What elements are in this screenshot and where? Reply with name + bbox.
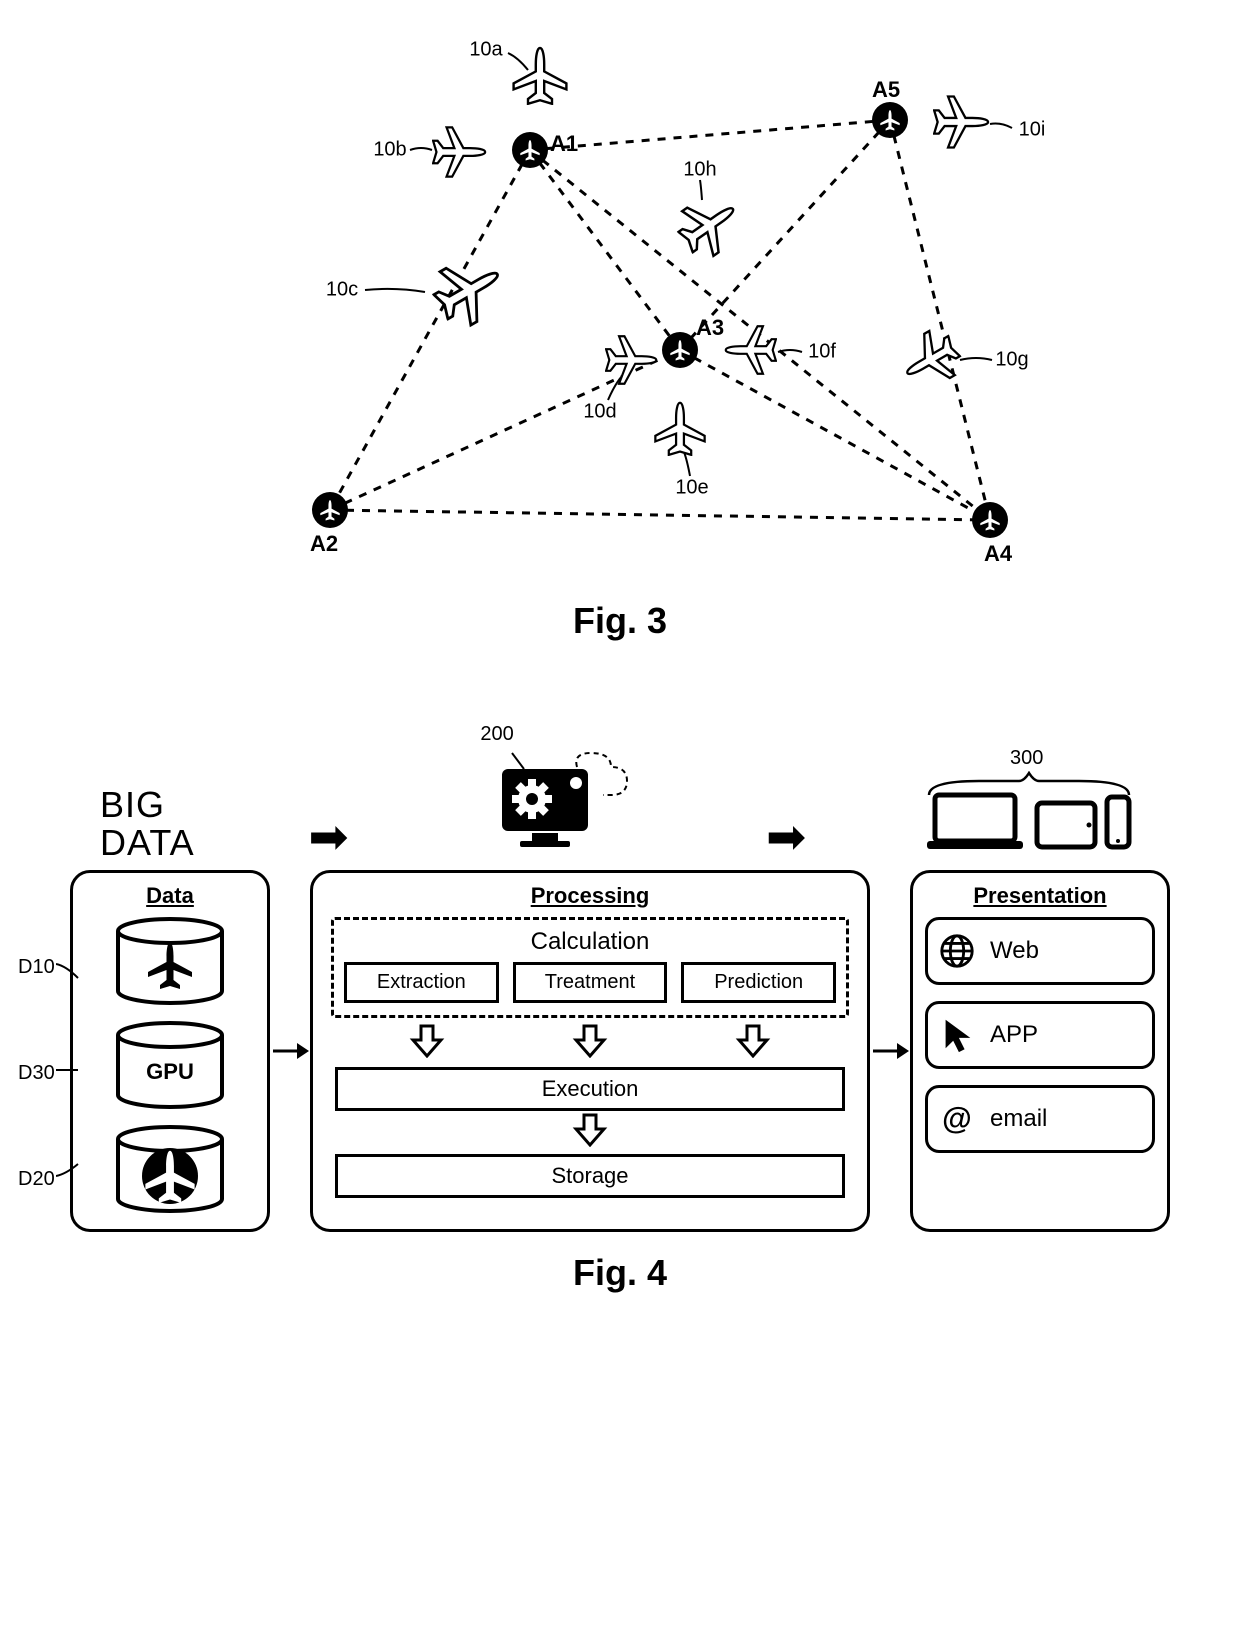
aircraft-ref-label: 10d xyxy=(583,401,616,424)
presentation-item: Web xyxy=(925,917,1155,985)
data-cylinder: GPU xyxy=(115,1021,225,1111)
data-cylinder-content xyxy=(115,917,225,1007)
connector-arrow-icon xyxy=(270,870,310,1232)
aircraft-icon xyxy=(432,124,488,180)
ref-leaders xyxy=(56,940,84,1200)
processing-panel-title: Processing xyxy=(325,883,855,909)
processing-panel: Processing Calculation Extraction Treatme… xyxy=(310,870,870,1232)
data-cylinder-content xyxy=(115,1125,225,1215)
processing-server-icon: 200 xyxy=(462,747,652,862)
ref-d30: D30 xyxy=(18,1062,55,1085)
hollow-arrows-row xyxy=(345,1024,835,1063)
airport-label: A1 xyxy=(550,131,578,157)
data-cylinder-content: GPU xyxy=(115,1021,225,1111)
globe-icon xyxy=(938,932,976,970)
ref-d10: D10 xyxy=(18,956,55,979)
data-panel: Data GPU xyxy=(70,870,270,1232)
aircraft-icon xyxy=(605,333,659,387)
airport-label: A2 xyxy=(310,531,338,557)
presentation-item: @ email xyxy=(925,1085,1155,1153)
fig3-network-diagram: A1 A5 A3 A2 A4 10a 10b 10c 10h 10i 10d 1… xyxy=(170,20,1070,580)
airport-node-a3 xyxy=(662,332,698,368)
airport-node-a2 xyxy=(312,492,348,528)
aircraft-icon xyxy=(652,400,708,456)
execution-box: Execution xyxy=(335,1067,845,1111)
calc-step-box: Extraction xyxy=(344,962,499,1003)
calc-step-box: Prediction xyxy=(681,962,836,1003)
calculation-title: Calculation xyxy=(344,928,836,956)
aircraft-ref-label: 10h xyxy=(683,159,716,182)
down-arrow-icon xyxy=(735,1024,771,1063)
aircraft-ref-label: 10f xyxy=(808,341,836,364)
flow-arrow-icon: ➡ xyxy=(766,814,806,862)
airport-label: A5 xyxy=(872,77,900,103)
fig4-main-row: D10 D30 D20 Data GPU xyxy=(70,870,1170,1232)
presentation-panel: Presentation Web APP @ email xyxy=(910,870,1170,1232)
fig4-pipeline-diagram: BIGDATA ➡ 200 xyxy=(70,722,1170,1232)
aircraft-ref-label: 10g xyxy=(995,349,1028,372)
fig3-caption: Fig. 3 xyxy=(20,600,1220,642)
data-cylinder xyxy=(115,917,225,1007)
aircraft-ref-label: 10e xyxy=(675,477,708,500)
data-cylinder xyxy=(115,1125,225,1215)
presentation-item: APP xyxy=(925,1001,1155,1069)
airport-node-a5 xyxy=(872,102,908,138)
at-icon: @ xyxy=(938,1100,976,1138)
ref-300: 300 xyxy=(1010,747,1043,770)
aircraft-icon xyxy=(723,323,777,377)
big-data-label: BIGDATA xyxy=(100,786,195,862)
calc-step-box: Treatment xyxy=(513,962,668,1003)
presentation-item-label: Web xyxy=(990,937,1039,965)
aircraft-ref-label: 10c xyxy=(326,279,358,302)
airport-node-a4 xyxy=(972,502,1008,538)
svg-text:@: @ xyxy=(942,1102,972,1136)
aircraft-ref-label: 10i xyxy=(1019,119,1046,142)
data-panel-title: Data xyxy=(85,883,255,909)
aircraft-icon xyxy=(933,93,991,151)
airport-node-a1 xyxy=(512,132,548,168)
ref-200: 200 xyxy=(480,723,513,746)
airport-label: A3 xyxy=(696,315,724,341)
storage-box: Storage xyxy=(335,1154,845,1198)
presentation-item-label: email xyxy=(990,1105,1047,1133)
airport-label: A4 xyxy=(984,541,1012,567)
down-arrow-icon xyxy=(572,1024,608,1063)
aircraft-ref-label: 10a xyxy=(469,39,502,62)
fig4-header-row: BIGDATA ➡ 200 xyxy=(70,722,1170,862)
down-arrow-icon xyxy=(572,1113,608,1152)
presentation-item-label: APP xyxy=(990,1021,1038,1049)
aircraft-icon xyxy=(510,45,570,105)
figure-3: A1 A5 A3 A2 A4 10a 10b 10c 10h 10i 10d 1… xyxy=(20,20,1220,642)
down-arrow-icon xyxy=(409,1024,445,1063)
cursor-icon xyxy=(938,1016,976,1054)
presentation-panel-title: Presentation xyxy=(925,883,1155,909)
aircraft-ref-label: 10b xyxy=(373,139,406,162)
devices-icon: 300 xyxy=(920,777,1140,862)
figure-4: BIGDATA ➡ 200 xyxy=(20,722,1220,1294)
calculation-group: Calculation Extraction Treatment Predictio… xyxy=(331,917,849,1018)
flow-arrow-icon: ➡ xyxy=(308,814,348,862)
connector-arrow-icon xyxy=(870,870,910,1232)
fig4-caption: Fig. 4 xyxy=(20,1252,1220,1294)
ref-d20: D20 xyxy=(18,1168,55,1191)
